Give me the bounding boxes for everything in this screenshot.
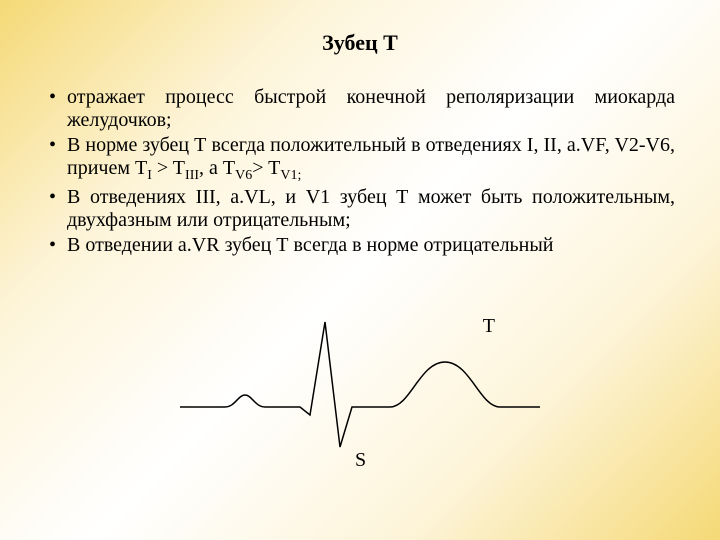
subscript-text: V1; (280, 168, 301, 183)
bullet-text: > T (252, 157, 280, 179)
subscript-text: V6 (235, 168, 252, 183)
bullet-item: В отведении a.VR зубец Т всегда в норме … (45, 234, 675, 257)
bullet-text: В отведениях III, a.VL, и V1 зубец Т мож… (67, 186, 675, 231)
bullet-text: , а T (199, 157, 235, 179)
bullet-item: В норме зубец Т всегда положительный в о… (45, 134, 675, 184)
bullet-list: отражает процесс быстрой конечной реполя… (45, 86, 675, 257)
bullet-text: В отведении a.VR зубец Т всегда в норме … (67, 234, 554, 256)
ecg-label-s: S (355, 449, 366, 472)
bullet-text: > T (152, 157, 185, 179)
bullet-text: отражает процесс быстрой конечной реполя… (67, 86, 675, 131)
slide-title: Зубец Т (45, 30, 675, 56)
ecg-label-t: T (483, 315, 495, 338)
ecg-trace (180, 322, 540, 447)
ecg-diagram: T S (170, 297, 550, 477)
bullet-item: В отведениях III, a.VL, и V1 зубец Т мож… (45, 186, 675, 232)
subscript-text: III (185, 168, 199, 183)
bullet-item: отражает процесс быстрой конечной реполя… (45, 86, 675, 132)
